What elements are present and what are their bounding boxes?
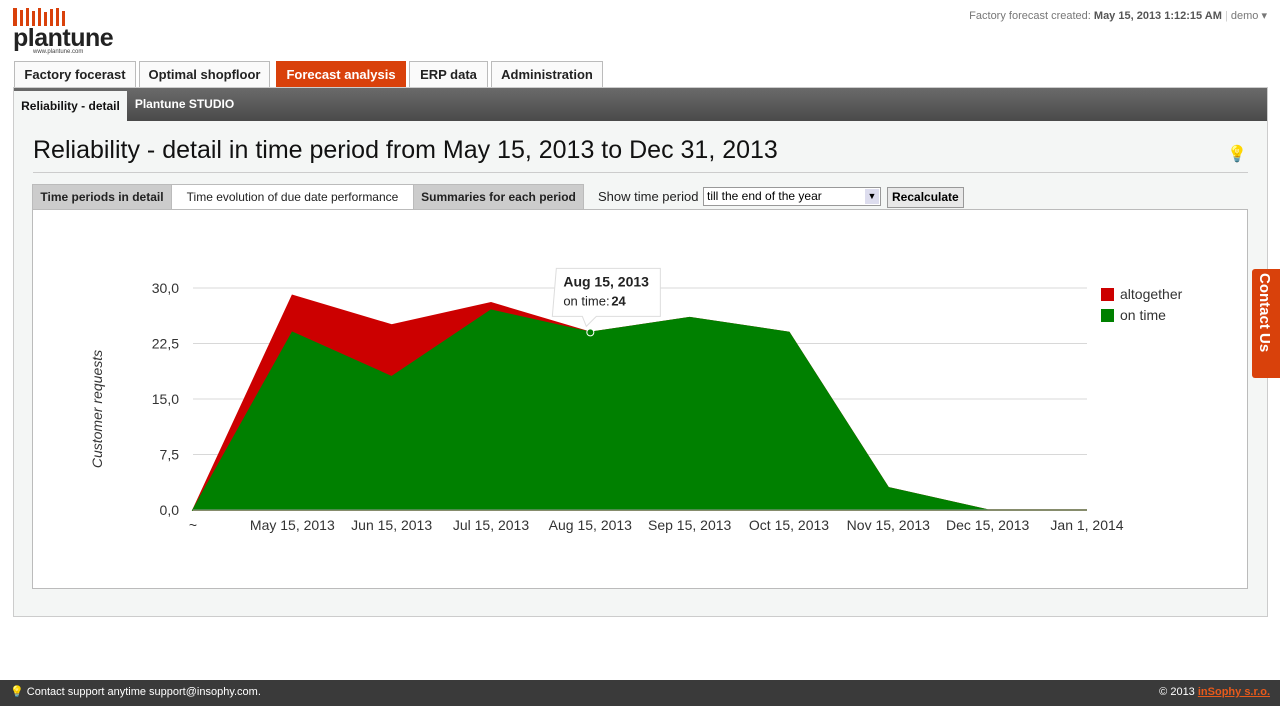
logo[interactable]: plantune www.plantune.com xyxy=(13,6,123,55)
x-tick-label: Aug 15, 2013 xyxy=(548,517,632,533)
tooltip-title: Aug 15, 2013 xyxy=(563,273,649,289)
x-tick-label: Dec 15, 2013 xyxy=(946,517,1030,533)
footer-support: Contact support anytime support@insophy.… xyxy=(26,686,261,698)
tooltip-value: 24 xyxy=(611,293,626,308)
forecast-date: May 15, 2013 1:12:15 AM xyxy=(1093,10,1222,22)
y-tick-label: 0,0 xyxy=(160,502,180,518)
x-tick-label: May 15, 2013 xyxy=(249,517,335,533)
x-tick-label: Sep 15, 2013 xyxy=(648,517,732,533)
contact-tab-text: Contact Us xyxy=(1256,273,1273,353)
hover-point xyxy=(586,328,595,337)
legend-label: altogether xyxy=(1120,286,1183,302)
main-tab[interactable]: Forecast analysis xyxy=(276,61,406,87)
user-name: demo xyxy=(1230,10,1259,22)
inner-tab[interactable]: Time evolution of due date performance xyxy=(171,184,414,211)
hint-icon[interactable]: 💡 xyxy=(1227,146,1247,163)
y-tick-label: 22,5 xyxy=(152,336,179,352)
forecast-info: Factory forecast created: May 15, 2013 1… xyxy=(969,10,1267,22)
legend-label: on time xyxy=(1120,307,1166,323)
user-menu[interactable]: demo ▾ xyxy=(1230,10,1267,22)
x-tick-label: Jul 15, 2013 xyxy=(452,517,530,533)
legend-swatch xyxy=(1101,309,1114,322)
forecast-label: Factory forecast created: xyxy=(969,10,1091,22)
subtab-bar: Reliability - detail Plantune STUDIO xyxy=(14,88,1267,121)
chart-container: 0,0 7,5 15,0 22,5 30,0 Customer requests altog… xyxy=(32,209,1248,589)
contact-tab[interactable]: Contact Us xyxy=(1252,269,1280,378)
sub-tab[interactable]: Plantune STUDIO xyxy=(134,97,235,111)
footer-copyright: © 2013 xyxy=(1159,686,1195,698)
logo-stripes xyxy=(13,8,65,26)
x-tick-label: Jan 1, 2014 xyxy=(1050,517,1124,533)
y-tick-label: 15,0 xyxy=(152,391,179,407)
sub-tab[interactable]: Reliability - detail xyxy=(14,91,127,121)
page-title: Reliability - detail in time period from… xyxy=(33,136,778,164)
footer: 💡 Contact support anytime support@insoph… xyxy=(0,680,1280,706)
main-tab[interactable]: Factory focerast xyxy=(14,61,136,87)
x-tick-label: Oct 15, 2013 xyxy=(748,517,830,533)
tooltip-label: on time: xyxy=(563,293,609,308)
inner-tab[interactable]: Time periods in detail xyxy=(32,184,172,211)
title-rule xyxy=(33,172,1248,173)
period-value: till the end of the year xyxy=(707,189,822,203)
main-tab[interactable]: ERP data xyxy=(409,61,488,87)
recalculate-button[interactable]: Recalculate xyxy=(887,187,964,208)
y-tick-label: 7,5 xyxy=(160,447,180,463)
footer-company[interactable]: inSophy s.r.o. xyxy=(1197,686,1270,698)
x-tick-label: Jun 15, 2013 xyxy=(351,517,433,533)
tooltip-box xyxy=(551,267,661,328)
y-tick-label: 30,0 xyxy=(152,280,179,296)
y-axis-title: Customer requests xyxy=(89,350,105,468)
chart: 0,0 7,5 15,0 22,5 30,0 Customer requests altog… xyxy=(89,267,1183,518)
tooltip: Aug 15, 2013 on time: 24 xyxy=(551,267,661,328)
main-tab[interactable]: Optimal shopfloor xyxy=(139,61,270,87)
period-label: Show time period xyxy=(598,189,699,204)
logo-url: www.plantune.com xyxy=(33,49,84,55)
main-tab[interactable]: Administration xyxy=(491,61,603,87)
x-tick-label: ~ xyxy=(188,517,198,533)
legend-swatch xyxy=(1101,288,1114,301)
inner-tab[interactable]: Summaries for each period xyxy=(413,184,584,211)
period-select[interactable]: till the end of the year ▼ xyxy=(703,187,881,206)
x-tick-label: Nov 15, 2013 xyxy=(846,517,930,533)
logo-text: plantune xyxy=(13,24,114,52)
